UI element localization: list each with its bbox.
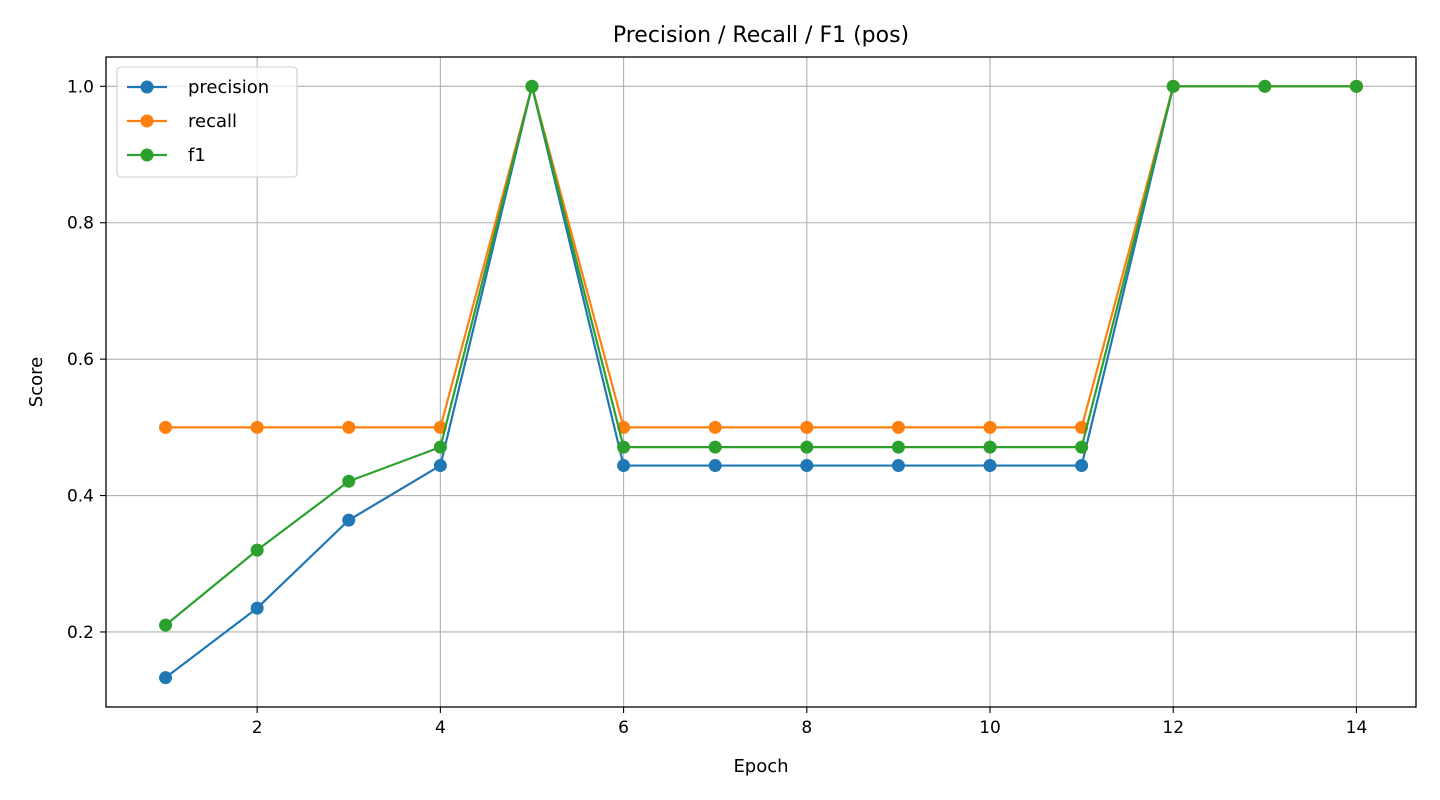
data-point-precision [800,459,814,473]
x-tick-label: 8 [801,718,812,738]
data-point-recall [891,420,905,434]
data-point-precision [159,671,173,685]
legend-label: f1 [188,145,206,166]
legend-marker [140,148,154,162]
data-point-recall [342,420,356,434]
y-axis-label: Score [26,357,47,407]
y-tick-label: 0.2 [67,623,94,643]
data-point-f1 [1258,79,1272,93]
x-axis: 2 4 6 8 10 12 14 [252,707,1368,738]
legend-label: precision [188,77,269,98]
x-tick-label: 6 [618,718,629,738]
data-point-recall [159,420,173,434]
data-point-recall [983,420,997,434]
data-point-f1 [1349,79,1363,93]
y-tick-label: 0.6 [67,350,94,370]
legend-box [116,66,298,178]
series-precision [159,79,1363,685]
data-point-precision [342,513,356,527]
data-point-f1 [159,618,173,632]
x-tick-label: 14 [1346,718,1368,738]
data-point-f1 [708,440,722,454]
grid [106,57,1416,707]
chart-title: Precision / Recall / F1 (pos) [613,23,909,48]
legend: precision recall f1 [116,66,298,178]
series-recall [159,79,1363,434]
x-tick-label: 12 [1162,718,1184,738]
data-point-f1 [1166,79,1180,93]
data-point-precision [708,459,722,473]
data-point-f1 [1075,440,1089,454]
data-point-f1 [250,543,264,557]
data-point-f1 [433,440,447,454]
data-point-f1 [617,440,631,454]
x-axis-label: Epoch [733,756,788,777]
data-point-precision [617,459,631,473]
y-axis: 0.2 0.4 0.6 0.8 1.0 [67,77,106,643]
series-f1 [159,79,1363,632]
legend-marker [140,114,154,128]
data-point-f1 [891,440,905,454]
y-tick-label: 0.8 [67,214,94,234]
data-point-recall [250,420,264,434]
legend-item-recall: recall [127,111,237,132]
series-line-f1 [164,85,1357,627]
series-layer [159,79,1363,685]
legend-label: recall [188,111,237,132]
legend-item-precision: precision [127,77,269,98]
data-point-precision [983,459,997,473]
y-tick-label: 0.4 [67,487,94,507]
data-point-f1 [342,474,356,488]
data-point-precision [1075,459,1089,473]
legend-item-f1: f1 [127,145,206,166]
x-tick-label: 2 [252,718,263,738]
data-point-recall [708,420,722,434]
y-tick-label: 1.0 [67,77,94,97]
x-tick-label: 10 [979,718,1001,738]
legend-marker [140,80,154,94]
data-point-precision [891,459,905,473]
data-point-f1 [525,79,539,93]
data-point-recall [800,420,814,434]
data-point-precision [250,601,264,615]
series-line-precision [164,85,1357,679]
x-tick-label: 4 [435,718,446,738]
data-point-precision [433,459,447,473]
series-line-recall [165,85,1357,429]
data-point-f1 [800,440,814,454]
data-point-f1 [983,440,997,454]
plot-frame [105,56,1417,708]
